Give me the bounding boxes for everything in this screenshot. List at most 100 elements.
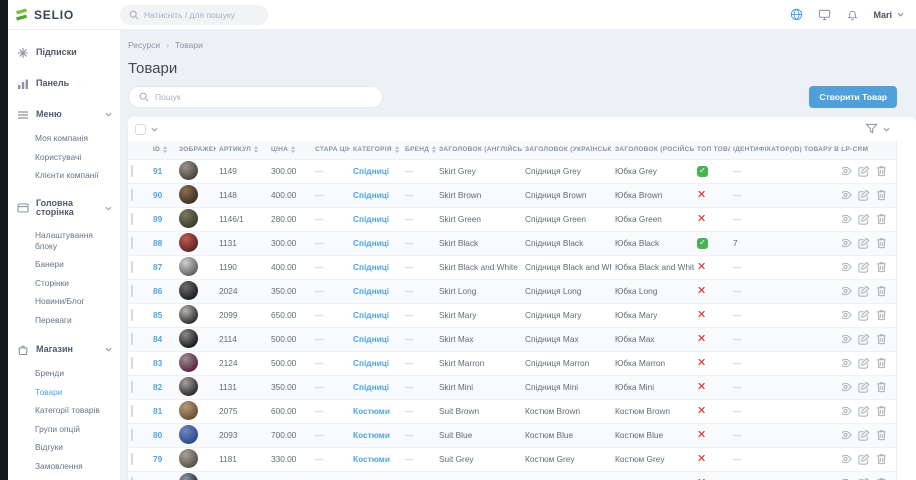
category-link[interactable]: Спідниці — [353, 382, 390, 392]
product-id-link[interactable]: 86 — [153, 286, 163, 296]
row-checkbox[interactable] — [131, 381, 133, 393]
view-icon[interactable] — [842, 237, 852, 250]
view-icon[interactable] — [842, 189, 852, 202]
sort-icon[interactable] — [291, 146, 296, 154]
view-icon[interactable] — [842, 333, 852, 346]
product-id-link[interactable]: 83 — [153, 358, 163, 368]
row-checkbox[interactable] — [131, 429, 133, 441]
view-icon[interactable] — [842, 165, 852, 178]
sort-icon[interactable] — [432, 146, 436, 154]
row-checkbox[interactable] — [131, 453, 133, 465]
category-link[interactable]: Спідниці — [353, 358, 390, 368]
view-icon[interactable] — [842, 453, 852, 466]
product-image[interactable] — [179, 160, 198, 180]
filter-icon[interactable] — [865, 123, 878, 135]
row-checkbox[interactable] — [131, 285, 133, 297]
column-header[interactable]: ЦІНА — [268, 141, 312, 159]
product-image[interactable] — [179, 304, 198, 324]
product-image[interactable] — [179, 184, 198, 204]
product-image[interactable] — [179, 472, 198, 480]
delete-icon[interactable] — [876, 477, 887, 480]
create-product-button[interactable]: Створити Товар — [809, 86, 897, 108]
sort-icon[interactable] — [163, 146, 168, 154]
sort-icon[interactable] — [254, 146, 259, 154]
row-checkbox[interactable] — [131, 477, 133, 480]
breadcrumb-resources[interactable]: Ресурси — [128, 40, 161, 50]
category-link[interactable]: Спідниці — [353, 190, 390, 200]
column-header[interactable]: КАТЕГОРІЯ — [350, 141, 402, 159]
sidebar-subitem[interactable]: Переваги — [35, 314, 72, 325]
category-link[interactable]: Костюми — [353, 454, 390, 464]
view-icon[interactable] — [842, 429, 852, 442]
category-link[interactable]: Костюми — [353, 406, 390, 416]
product-image[interactable] — [179, 400, 198, 420]
delete-icon[interactable] — [876, 453, 887, 466]
delete-icon[interactable] — [876, 405, 887, 418]
product-id-link[interactable]: 87 — [153, 262, 163, 272]
sidebar-subitem[interactable]: Товари — [35, 386, 63, 397]
product-image[interactable] — [179, 208, 198, 228]
sidebar-subitem[interactable]: Сторінки — [35, 277, 69, 288]
row-checkbox[interactable] — [131, 357, 133, 369]
sidebar-subitem[interactable]: Бренди — [35, 368, 65, 379]
edit-icon[interactable] — [858, 381, 870, 394]
product-image[interactable] — [179, 376, 198, 396]
global-search-input[interactable] — [144, 9, 259, 20]
delete-icon[interactable] — [876, 285, 887, 298]
edit-icon[interactable] — [858, 333, 870, 346]
sidebar-subitem[interactable]: Групи опцій — [35, 423, 80, 434]
edit-icon[interactable] — [858, 285, 870, 298]
delete-icon[interactable] — [876, 309, 887, 322]
category-link[interactable]: Спідниці — [353, 310, 390, 320]
delete-icon[interactable] — [876, 237, 887, 250]
product-id-link[interactable]: 84 — [153, 334, 163, 344]
select-all-checkbox[interactable] — [135, 123, 146, 135]
category-link[interactable]: Спідниці — [353, 334, 390, 344]
sidebar-item-4[interactable]: Магазин — [14, 335, 114, 364]
sidebar-subitem[interactable]: Категорії товарів — [35, 405, 100, 416]
sidebar-subitem[interactable]: Моя компанія — [35, 133, 88, 143]
edit-icon[interactable] — [858, 429, 870, 442]
product-image[interactable] — [179, 352, 198, 372]
category-link[interactable]: Спідниці — [353, 286, 390, 296]
sidebar-subitem[interactable]: Клієнти компанії — [35, 170, 99, 180]
monitor-icon[interactable] — [817, 8, 831, 22]
product-id-link[interactable]: 81 — [153, 406, 163, 416]
category-link[interactable]: Спідниці — [353, 166, 390, 176]
row-checkbox[interactable] — [131, 333, 133, 345]
row-checkbox[interactable] — [131, 189, 133, 201]
sidebar-item-0[interactable]: Підписки — [14, 38, 114, 67]
product-id-link[interactable]: 90 — [153, 190, 163, 200]
view-icon[interactable] — [842, 381, 852, 394]
view-icon[interactable] — [842, 213, 852, 226]
category-link[interactable]: Спідниці — [353, 214, 390, 224]
row-checkbox[interactable] — [131, 237, 133, 249]
row-checkbox[interactable] — [131, 213, 133, 225]
column-header[interactable]: БРЕНД — [402, 141, 436, 159]
product-id-link[interactable]: 79 — [153, 454, 163, 464]
sidebar-subitem[interactable]: Новини/Блог — [35, 296, 85, 307]
sidebar-subitem[interactable]: Відгуки — [35, 442, 63, 453]
sidebar-subitem[interactable]: Налаштування блоку — [35, 230, 93, 251]
column-header[interactable]: ID — [150, 141, 176, 159]
product-id-link[interactable]: 89 — [153, 214, 163, 224]
globe-icon[interactable] — [789, 8, 803, 22]
edit-icon[interactable] — [858, 165, 870, 178]
delete-icon[interactable] — [876, 213, 887, 226]
sidebar-item-1[interactable]: Панель — [14, 69, 114, 98]
delete-icon[interactable] — [876, 261, 887, 274]
sidebar-subitem[interactable]: Замовлення — [35, 460, 83, 471]
products-search-input[interactable] — [155, 92, 372, 102]
view-icon[interactable] — [842, 405, 852, 418]
edit-icon[interactable] — [858, 453, 870, 466]
category-link[interactable]: Спідниці — [353, 238, 390, 248]
product-image[interactable] — [179, 280, 198, 300]
column-header[interactable]: АРТИКУЛ — [216, 141, 268, 159]
product-id-link[interactable]: 82 — [153, 382, 163, 392]
sidebar-item-2[interactable]: Меню — [14, 100, 114, 129]
row-checkbox[interactable] — [131, 309, 133, 321]
sidebar-subitem[interactable]: Користувачі — [35, 151, 82, 162]
edit-icon[interactable] — [858, 213, 870, 226]
sort-icon[interactable] — [394, 146, 399, 154]
edit-icon[interactable] — [858, 261, 870, 274]
